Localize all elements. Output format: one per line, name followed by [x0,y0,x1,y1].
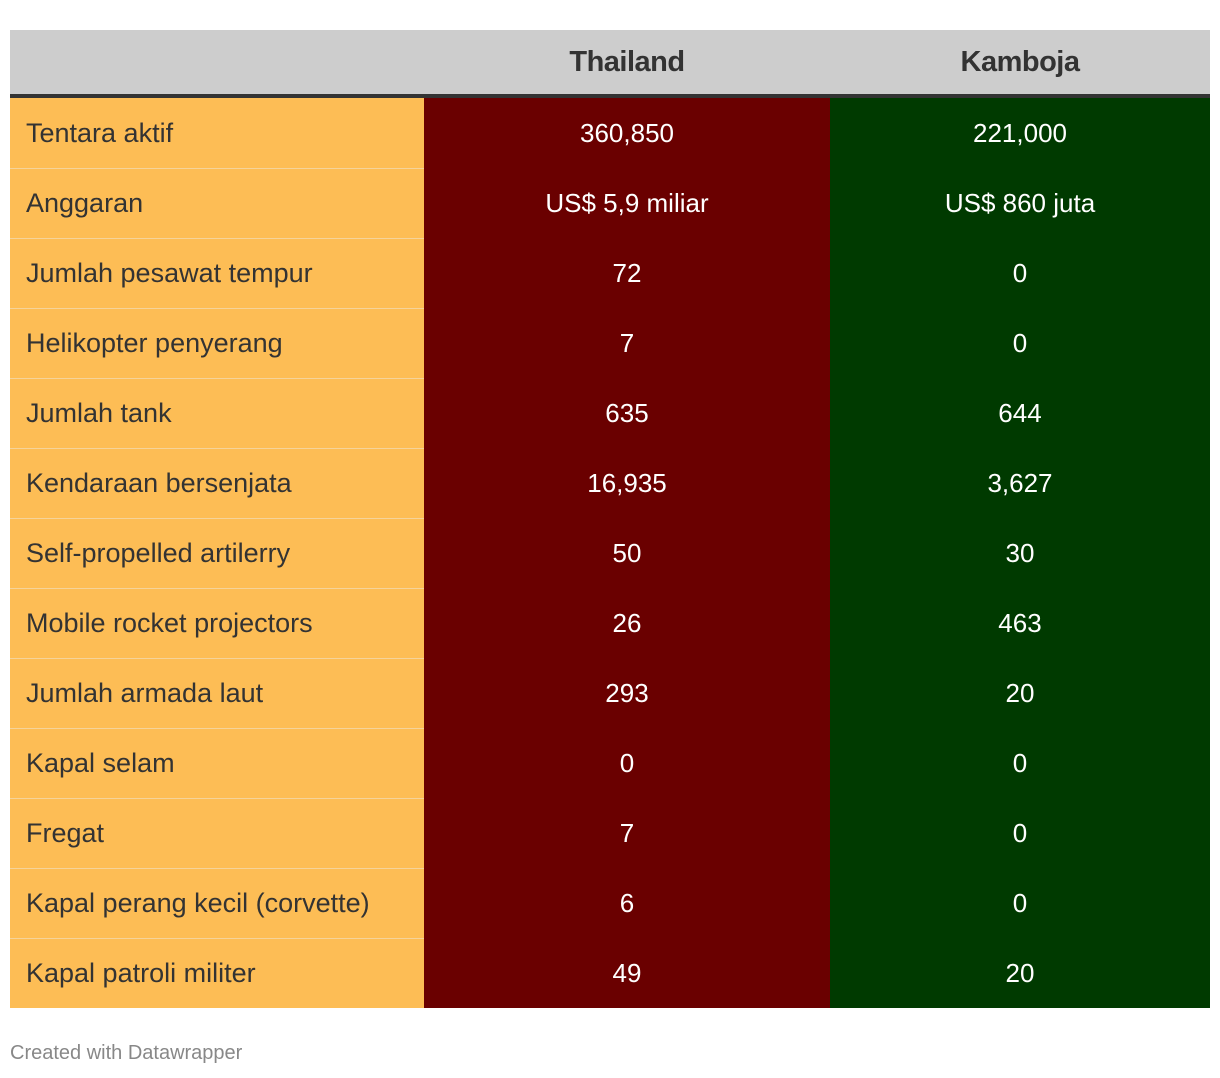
table-row: Fregat 7 0 [10,798,1210,868]
thailand-value: 0 [424,728,830,798]
datawrapper-credit: Created with Datawrapper [10,1042,243,1064]
row-label: Anggaran [10,168,424,238]
table-row: Self-propelled artilerry 50 30 [10,518,1210,588]
table-row: Helikopter penyerang 7 0 [10,308,1210,378]
kamboja-value: 0 [830,728,1210,798]
table-row: Anggaran US$ 5,9 miliar US$ 860 juta [10,168,1210,238]
table-row: Jumlah tank 635 644 [10,378,1210,448]
table-row: Jumlah pesawat tempur 72 0 [10,238,1210,308]
row-label: Fregat [10,798,424,868]
kamboja-value: 0 [830,238,1210,308]
table-header: Thailand Kamboja [10,30,1210,98]
row-label: Self-propelled artilerry [10,518,424,588]
header-thailand: Thailand [569,45,685,78]
thailand-value: 49 [424,938,830,1008]
kamboja-value: 644 [830,378,1210,448]
thailand-value: 7 [424,798,830,868]
kamboja-value: 221,000 [830,98,1210,168]
row-label: Kendaraan bersenjata [10,448,424,518]
thailand-value: 26 [424,588,830,658]
table-row: Jumlah armada laut 293 20 [10,658,1210,728]
kamboja-value: 30 [830,518,1210,588]
table-row: Kapal patroli militer 49 20 [10,938,1210,1008]
table-body: Tentara aktif 360,850 221,000 Anggaran US$ 5… [10,98,1210,1008]
thailand-value: 635 [424,378,830,448]
row-label: Tentara aktif [10,98,424,168]
thailand-value: 50 [424,518,830,588]
kamboja-value: 0 [830,868,1210,938]
row-label: Mobile rocket projectors [10,588,424,658]
table-row: Mobile rocket projectors 26 463 [10,588,1210,658]
kamboja-value: 20 [830,938,1210,1008]
row-label: Helikopter penyerang [10,308,424,378]
table-row: Kapal perang kecil (corvette) 6 0 [10,868,1210,938]
table-row: Kendaraan bersenjata 16,935 3,627 [10,448,1210,518]
row-label: Jumlah tank [10,378,424,448]
header-empty-cell [10,30,424,94]
kamboja-value: 20 [830,658,1210,728]
row-label: Jumlah armada laut [10,658,424,728]
thailand-value: 72 [424,238,830,308]
kamboja-value: 0 [830,798,1210,868]
thailand-value: 360,850 [424,98,830,168]
row-label: Kapal selam [10,728,424,798]
kamboja-value: 3,627 [830,448,1210,518]
thailand-value: 16,935 [424,448,830,518]
table-row: Tentara aktif 360,850 221,000 [10,98,1210,168]
comparison-table: Thailand Kamboja Tentara aktif 360,850 221… [10,30,1210,1008]
kamboja-value: 463 [830,588,1210,658]
header-kamboja: Kamboja [960,45,1080,78]
thailand-value: 7 [424,308,830,378]
row-label: Kapal perang kecil (corvette) [10,868,424,938]
table-row: Kapal selam 0 0 [10,728,1210,798]
thailand-value: 293 [424,658,830,728]
thailand-value: US$ 5,9 miliar [424,168,830,238]
row-label: Jumlah pesawat tempur [10,238,424,308]
kamboja-value: 0 [830,308,1210,378]
row-label: Kapal patroli militer [10,938,424,1008]
thailand-value: 6 [424,868,830,938]
kamboja-value: US$ 860 juta [830,168,1210,238]
